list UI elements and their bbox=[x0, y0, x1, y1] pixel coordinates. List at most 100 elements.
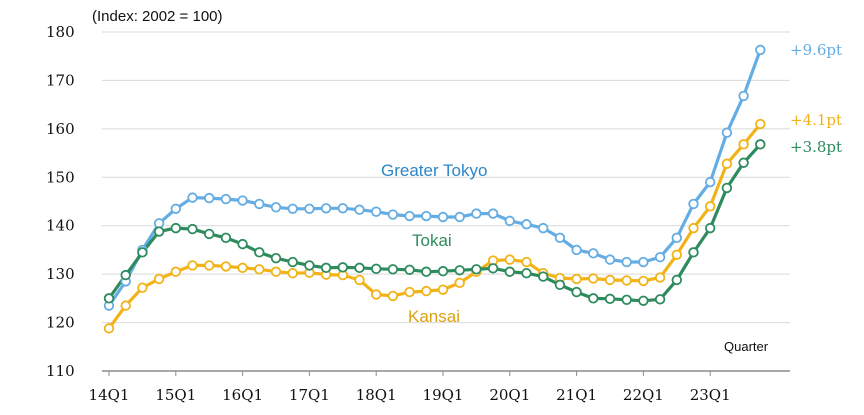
data-point-tokai bbox=[137, 247, 148, 258]
data-point-tokai bbox=[588, 293, 599, 304]
series-line-greater-tokyo bbox=[107, 48, 762, 308]
data-point-greater-tokyo bbox=[421, 210, 432, 222]
data-point-kansai bbox=[371, 289, 382, 300]
data-point-greater-tokyo bbox=[371, 206, 382, 217]
data-point-kansai bbox=[387, 290, 399, 302]
data-point-kansai bbox=[153, 273, 165, 285]
data-point-tokai bbox=[120, 269, 131, 281]
grid-lines bbox=[102, 31, 790, 372]
data-point-tokai bbox=[404, 264, 415, 275]
data-point-kansai bbox=[220, 261, 232, 272]
y-tick-label: 140 bbox=[46, 217, 75, 235]
data-point-tokai bbox=[554, 279, 566, 290]
data-point-kansai bbox=[187, 260, 198, 271]
data-point-tokai bbox=[688, 247, 699, 258]
data-point-kansai bbox=[521, 256, 532, 268]
data-point-greater-tokyo bbox=[604, 254, 616, 265]
data-point-kansai bbox=[755, 118, 766, 130]
data-point-kansai bbox=[454, 277, 465, 289]
data-point-tokai bbox=[738, 157, 749, 168]
data-point-greater-tokyo bbox=[621, 256, 632, 268]
series-lines bbox=[107, 48, 762, 330]
end-label-greater-tokyo: +9.6pt bbox=[790, 41, 842, 59]
data-point-tokai bbox=[538, 271, 549, 282]
x-tick-label: 16Q1 bbox=[222, 386, 263, 404]
data-point-kansai bbox=[671, 249, 683, 260]
data-point-greater-tokyo bbox=[654, 251, 666, 263]
x-tick-label: 21Q1 bbox=[556, 386, 597, 404]
data-point-kansai bbox=[237, 262, 248, 274]
data-point-tokai bbox=[387, 264, 399, 275]
data-point-kansai bbox=[254, 264, 265, 275]
data-point-kansai bbox=[203, 260, 215, 271]
data-point-kansai bbox=[654, 272, 666, 283]
data-point-greater-tokyo bbox=[354, 204, 365, 215]
y-tick-label: 150 bbox=[46, 168, 75, 186]
data-point-greater-tokyo bbox=[254, 198, 265, 210]
data-point-greater-tokyo bbox=[504, 215, 516, 227]
data-point-kansai bbox=[638, 275, 649, 287]
end-label-tokai: +3.8pt bbox=[790, 138, 842, 156]
data-point-greater-tokyo bbox=[755, 44, 766, 56]
data-point-tokai bbox=[187, 223, 198, 235]
data-point-greater-tokyo bbox=[471, 208, 482, 219]
x-tick-label: 15Q1 bbox=[155, 386, 196, 404]
data-point-kansai bbox=[504, 254, 516, 265]
data-point-greater-tokyo bbox=[270, 202, 282, 213]
data-point-tokai bbox=[437, 266, 449, 277]
data-point-kansai bbox=[137, 282, 148, 293]
data-point-kansai bbox=[287, 267, 298, 279]
x-tick-label: 19Q1 bbox=[423, 386, 464, 404]
data-point-tokai bbox=[354, 262, 365, 274]
x-tick-label: 14Q1 bbox=[89, 386, 130, 404]
x-tick-label: 22Q1 bbox=[623, 386, 664, 404]
data-point-tokai bbox=[521, 267, 532, 279]
data-point-tokai bbox=[103, 293, 115, 304]
data-point-tokai bbox=[304, 260, 315, 271]
data-point-greater-tokyo bbox=[638, 256, 649, 268]
data-point-greater-tokyo bbox=[304, 203, 315, 214]
data-point-tokai bbox=[755, 139, 766, 150]
data-point-tokai bbox=[254, 247, 265, 258]
data-point-tokai bbox=[721, 182, 733, 194]
series-markers bbox=[103, 44, 766, 334]
data-point-kansai bbox=[270, 266, 282, 277]
data-point-greater-tokyo bbox=[487, 208, 499, 219]
data-point-kansai bbox=[688, 222, 699, 234]
data-point-greater-tokyo bbox=[387, 209, 399, 220]
data-point-greater-tokyo bbox=[705, 176, 716, 188]
data-point-tokai bbox=[654, 294, 666, 305]
data-point-tokai bbox=[504, 266, 516, 277]
data-point-tokai bbox=[320, 262, 332, 274]
data-point-greater-tokyo bbox=[588, 248, 599, 259]
data-point-tokai bbox=[237, 238, 248, 250]
series-label-tokai: Tokai bbox=[412, 231, 452, 250]
data-point-greater-tokyo bbox=[337, 203, 349, 214]
data-point-greater-tokyo bbox=[287, 203, 298, 214]
y-tick-label: 160 bbox=[46, 120, 75, 138]
x-tick-label: 20Q1 bbox=[489, 386, 530, 404]
data-point-kansai bbox=[354, 274, 365, 286]
y-tick-label: 130 bbox=[46, 265, 75, 283]
data-point-greater-tokyo bbox=[671, 232, 683, 244]
data-point-kansai bbox=[437, 284, 449, 295]
data-point-greater-tokyo bbox=[538, 222, 549, 234]
data-point-tokai bbox=[371, 263, 382, 275]
data-point-tokai bbox=[638, 295, 649, 306]
data-point-tokai bbox=[170, 222, 182, 234]
data-point-tokai bbox=[604, 293, 616, 305]
data-point-greater-tokyo bbox=[521, 219, 532, 230]
data-point-tokai bbox=[571, 286, 582, 298]
x-axis-label: Quarter bbox=[724, 339, 769, 354]
end-label-kansai: +4.1pt bbox=[790, 111, 842, 129]
data-point-kansai bbox=[404, 286, 415, 298]
data-point-tokai bbox=[203, 228, 215, 240]
data-point-greater-tokyo bbox=[237, 195, 248, 206]
x-tick-label: 23Q1 bbox=[690, 386, 731, 404]
data-point-kansai bbox=[120, 300, 131, 311]
data-point-kansai bbox=[604, 274, 616, 286]
data-point-kansai bbox=[103, 323, 115, 334]
data-point-tokai bbox=[621, 294, 632, 306]
series-line-kansai bbox=[107, 122, 762, 330]
